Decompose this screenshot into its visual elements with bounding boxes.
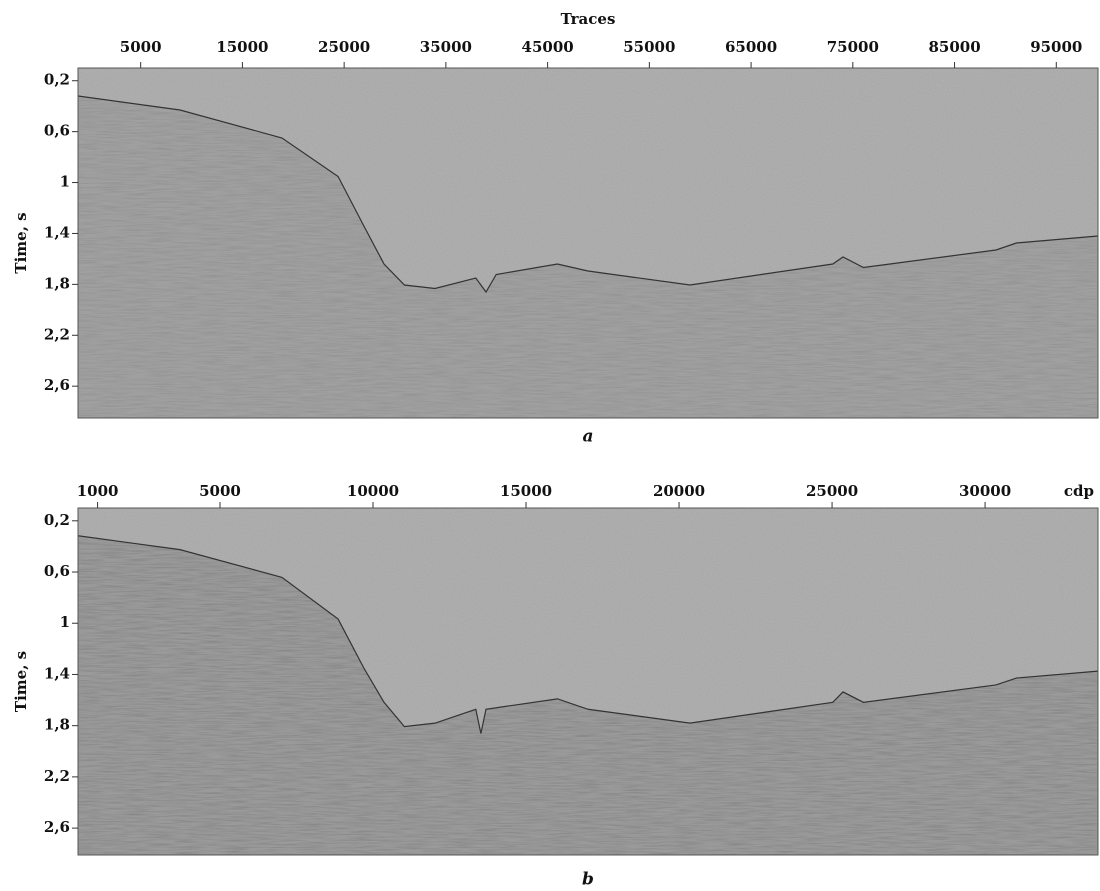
seismic-panel: 1000 5000 10000 15000 20000 25000 30000 0,2 0,6 1… [12, 482, 1098, 890]
x-tick-label: 85000 [928, 38, 980, 56]
y-tick-label: 2,6 [44, 818, 70, 836]
x-tick-label: 55000 [623, 38, 675, 56]
y-tick-label: 2,2 [44, 325, 70, 343]
y-tick-label: 0,2 [44, 511, 70, 529]
x-tick-label: 95000 [1030, 38, 1082, 56]
x-tick-label: 75000 [827, 38, 879, 56]
y-tick-label: 1,4 [44, 223, 70, 241]
x-tick-label: 5000 [199, 482, 241, 500]
x-tick-label: 15000 [500, 482, 552, 500]
seismic-panel: 5000 15000 25000 35000 45000 55000 65000 75000 8… [12, 10, 1098, 447]
y-tick-label: 1,8 [44, 716, 70, 734]
x-tick-label: 5000 [120, 38, 162, 56]
y-tick-label: 0,2 [44, 71, 70, 89]
x-tick-label: 1000 [77, 482, 119, 500]
y-tick-label: 1,8 [44, 274, 70, 292]
x-tick-label: 65000 [725, 38, 777, 56]
y-tick-label: 1 [60, 173, 70, 191]
y-axis-title: Time, s [12, 212, 30, 273]
y-tick-label: 2,2 [44, 767, 70, 785]
x-axis-title: cdp [1064, 482, 1094, 500]
x-tick-label: 35000 [420, 38, 472, 56]
x-tick-label: 20000 [653, 482, 705, 500]
x-tick-label: 30000 [959, 482, 1011, 500]
x-tick-label: 15000 [216, 38, 268, 56]
x-axis-title: Traces [561, 10, 616, 28]
x-tick-label: 10000 [347, 482, 399, 500]
figure: 5000150002500035000450005500065000750008… [0, 0, 1100, 891]
x-tick-label: 25000 [806, 482, 858, 500]
y-tick-label: 2,6 [44, 376, 70, 394]
x-tick-label: 45000 [522, 38, 574, 56]
y-tick-label: 0,6 [44, 562, 70, 580]
y-tick-label: 1 [60, 613, 70, 631]
panel-caption: b [582, 870, 594, 890]
x-tick-label: 25000 [318, 38, 370, 56]
y-tick-label: 1,4 [44, 664, 70, 682]
panel-caption: a [582, 427, 593, 447]
y-axis-title: Time, s [12, 651, 30, 712]
y-tick-label: 0,6 [44, 122, 70, 140]
